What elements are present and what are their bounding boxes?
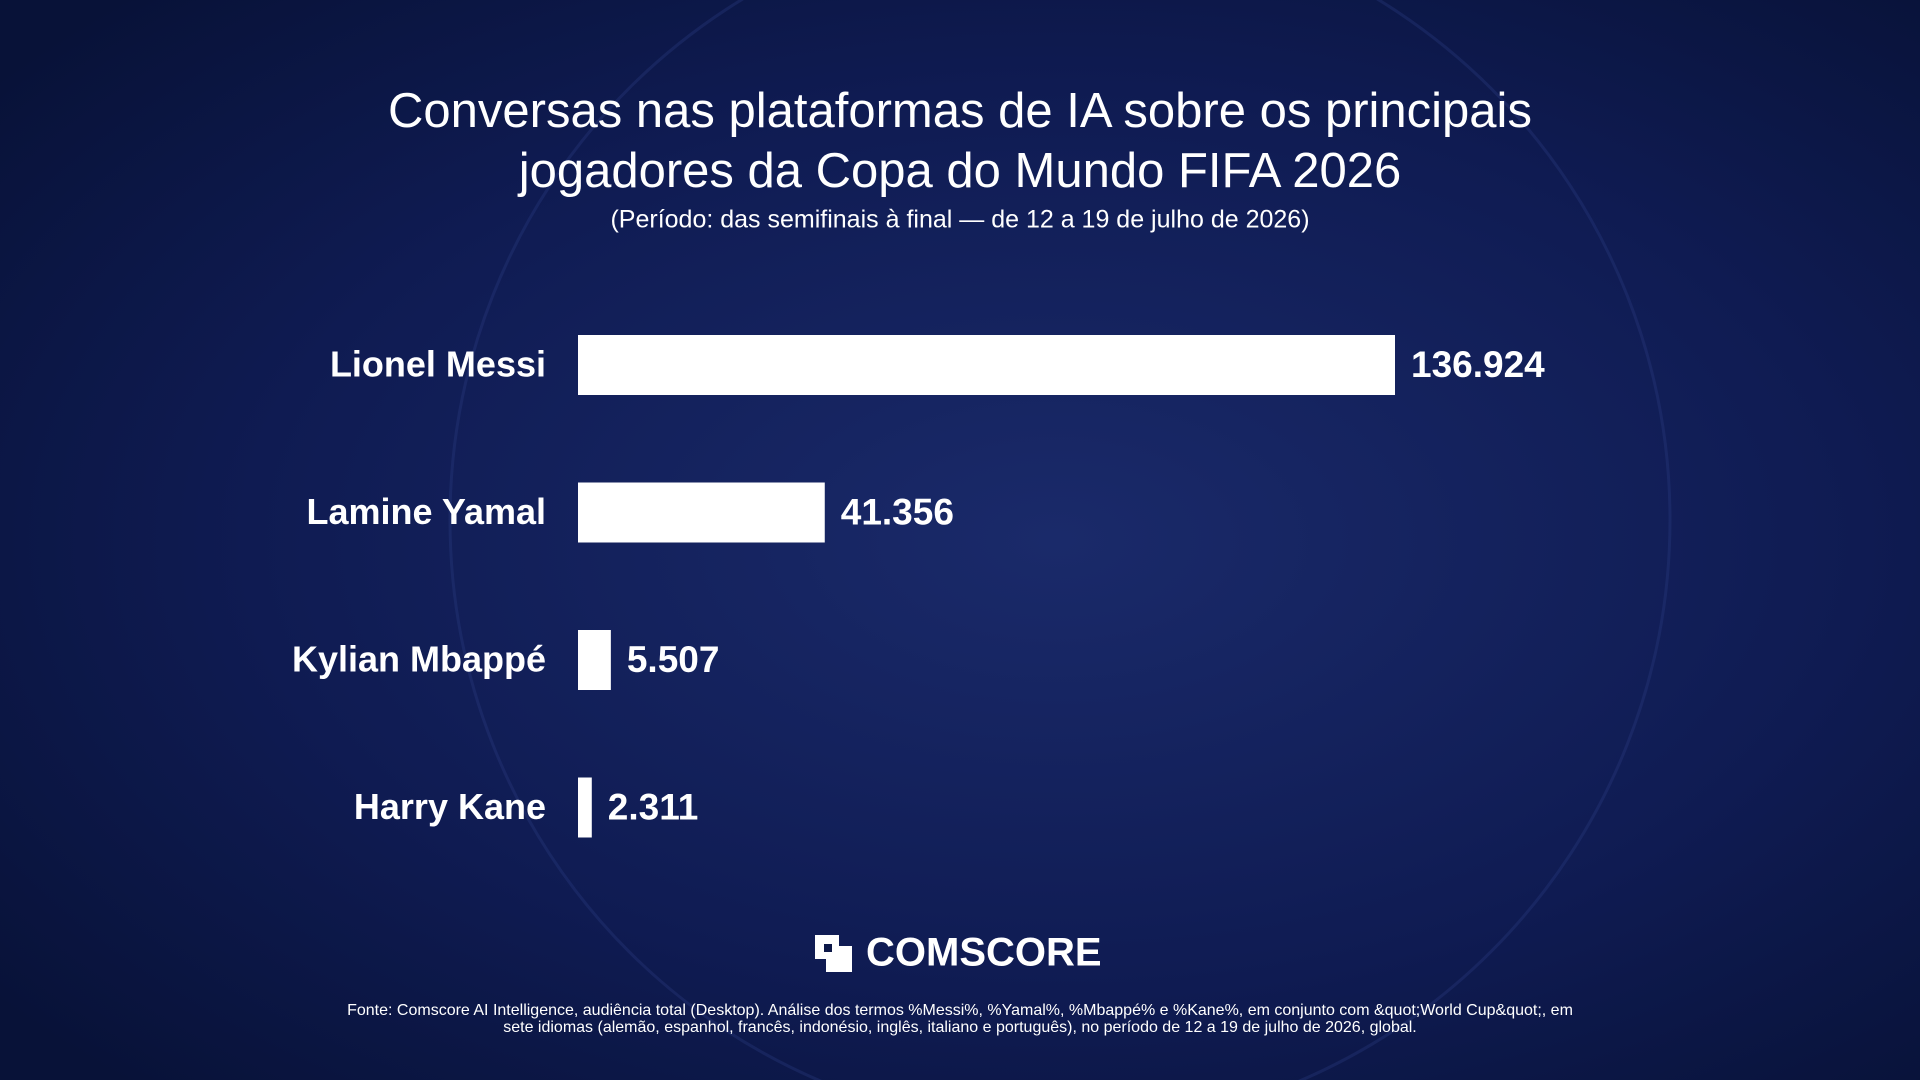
value-label: 5.507: [627, 639, 720, 680]
source-note: sete idiomas (alemão, espanhol, francês,…: [503, 1019, 1417, 1036]
category-label: Harry Kane: [354, 786, 546, 827]
value-label: 41.356: [841, 491, 954, 532]
bar: [578, 335, 1395, 395]
ball-outline: [448, 0, 1672, 1080]
bar: [578, 777, 592, 838]
bar: [578, 630, 611, 690]
logo-text: COMSCORE: [866, 931, 1102, 975]
chart-title: jogadores da Copa do Mundo FIFA 2026: [517, 144, 1402, 198]
logo-icon: [815, 935, 852, 972]
chart-subtitle: (Período: das semifinais à final — de 12…: [610, 206, 1309, 234]
chart-title: Conversas nas plataformas de IA sobre os…: [388, 84, 1532, 138]
category-label: Lamine Yamal: [307, 491, 546, 532]
bar: [578, 482, 825, 543]
category-label: Lionel Messi: [330, 344, 546, 385]
value-label: 136.924: [1411, 344, 1545, 385]
category-label: Kylian Mbappé: [292, 639, 546, 680]
source-note: Fonte: Comscore AI Intelligence, audiênc…: [347, 1002, 1573, 1019]
value-label: 2.311: [608, 786, 699, 827]
